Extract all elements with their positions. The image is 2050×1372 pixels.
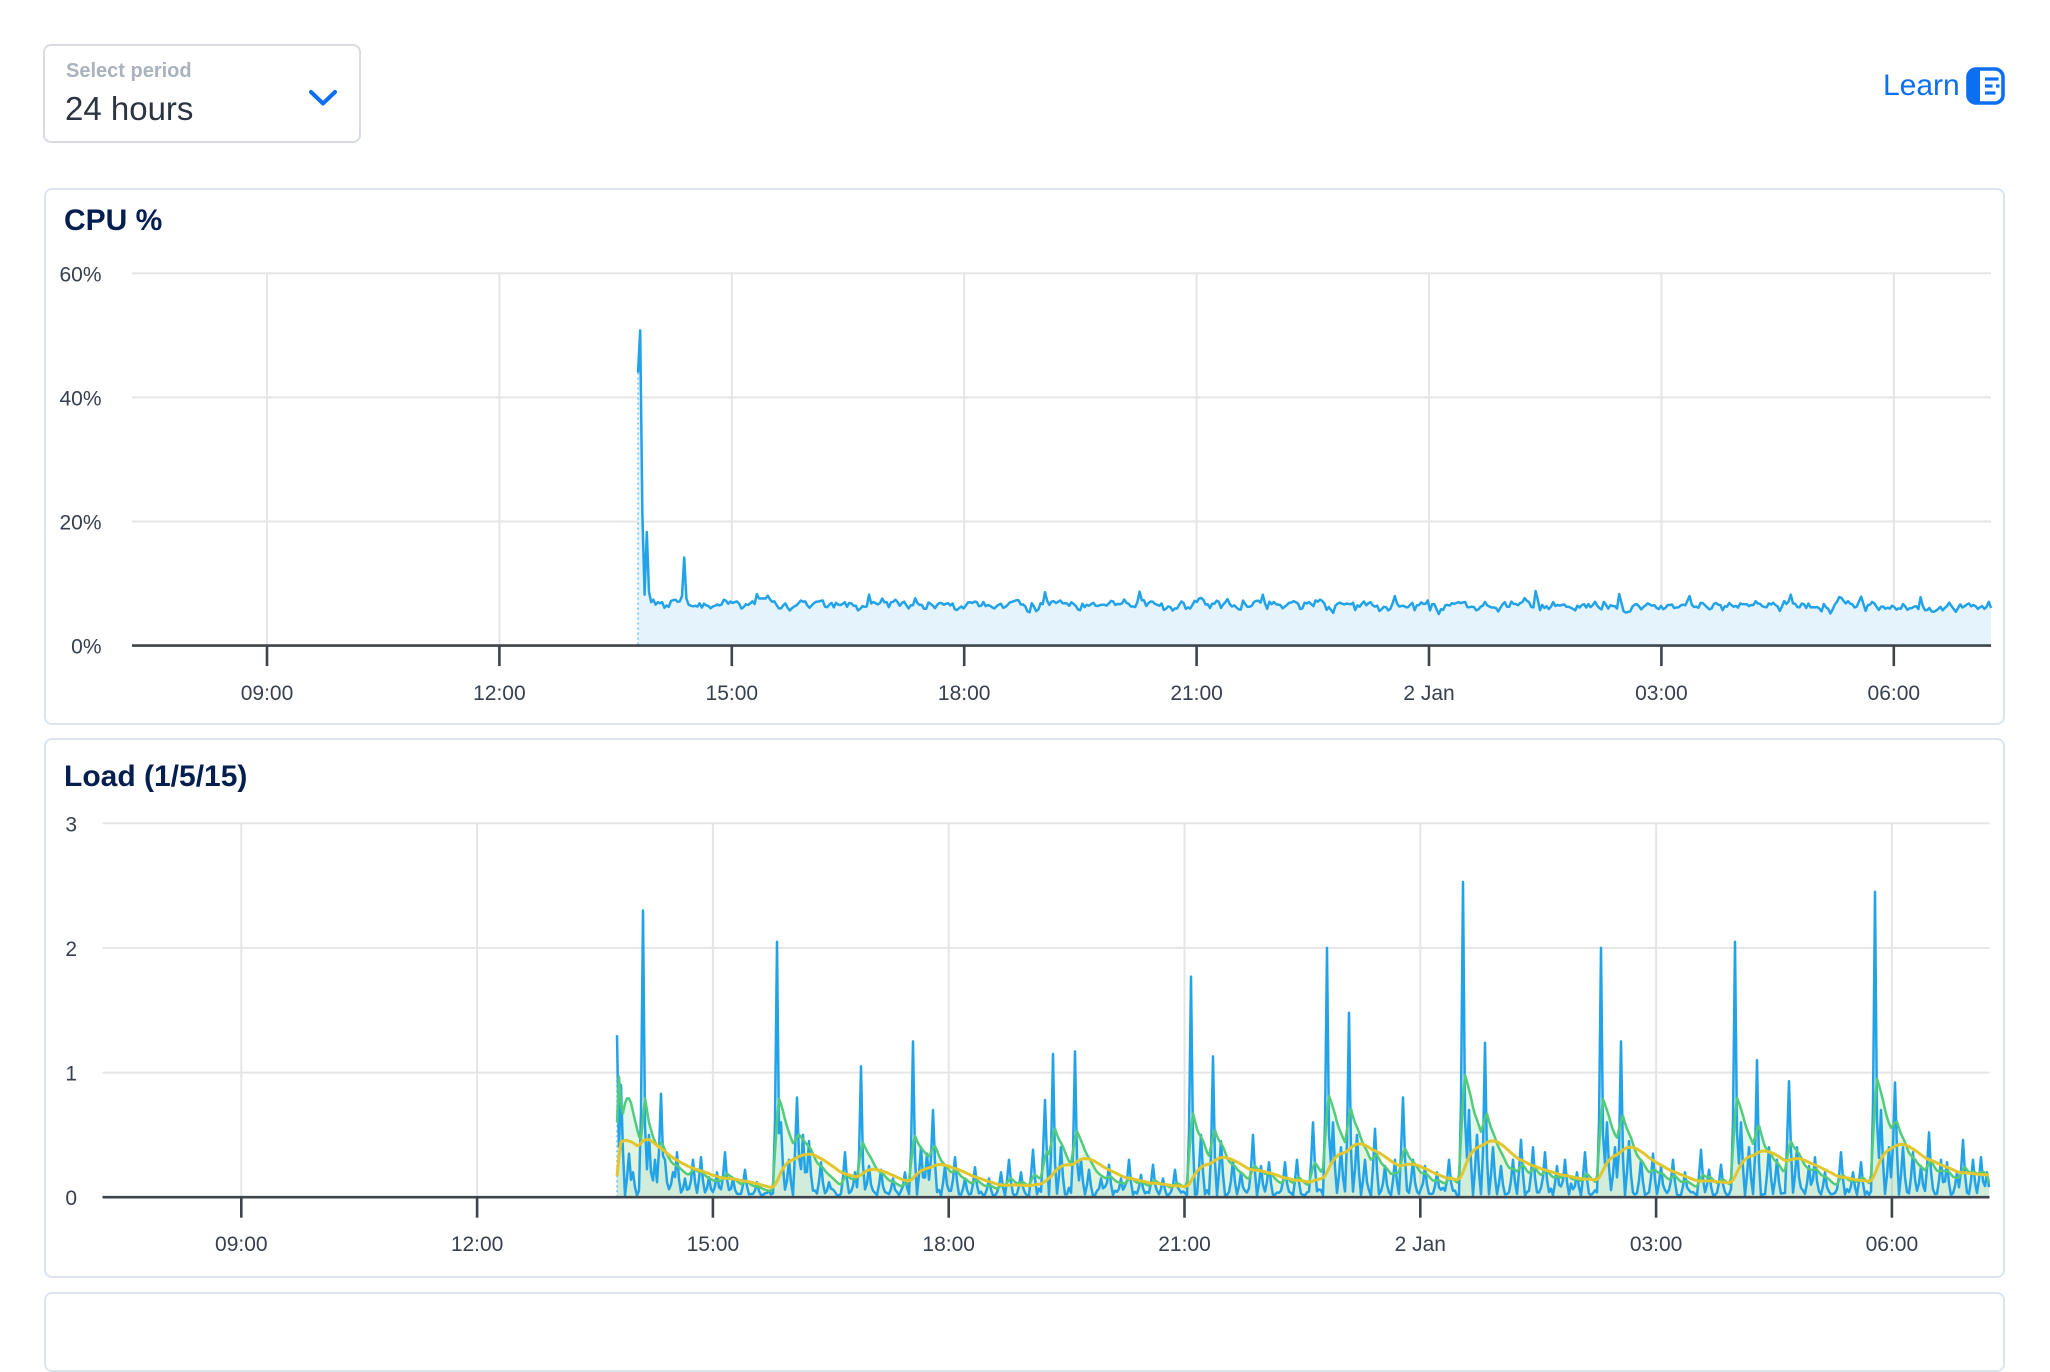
svg-text:06:00: 06:00 — [1866, 1233, 1919, 1256]
svg-text:2 Jan: 2 Jan — [1395, 1233, 1446, 1256]
svg-text:60%: 60% — [59, 263, 101, 286]
svg-text:15:00: 15:00 — [687, 1233, 740, 1256]
svg-text:0%: 0% — [71, 636, 101, 659]
svg-text:06:00: 06:00 — [1868, 682, 1921, 705]
svg-text:09:00: 09:00 — [215, 1233, 268, 1256]
svg-text:2: 2 — [65, 938, 77, 961]
svg-text:03:00: 03:00 — [1635, 682, 1688, 705]
svg-text:12:00: 12:00 — [473, 682, 526, 705]
svg-text:18:00: 18:00 — [938, 682, 991, 705]
svg-text:0: 0 — [65, 1187, 77, 1210]
svg-text:21:00: 21:00 — [1170, 682, 1223, 705]
svg-text:21:00: 21:00 — [1158, 1233, 1211, 1256]
svg-text:3: 3 — [65, 813, 77, 836]
svg-text:2 Jan: 2 Jan — [1403, 682, 1454, 705]
svg-text:12:00: 12:00 — [451, 1233, 504, 1256]
svg-text:15:00: 15:00 — [706, 682, 759, 705]
svg-text:20%: 20% — [59, 512, 101, 535]
svg-text:18:00: 18:00 — [922, 1233, 975, 1256]
svg-text:09:00: 09:00 — [241, 682, 294, 705]
svg-text:40%: 40% — [59, 387, 101, 410]
svg-text:1: 1 — [65, 1063, 77, 1086]
svg-text:03:00: 03:00 — [1630, 1233, 1683, 1256]
